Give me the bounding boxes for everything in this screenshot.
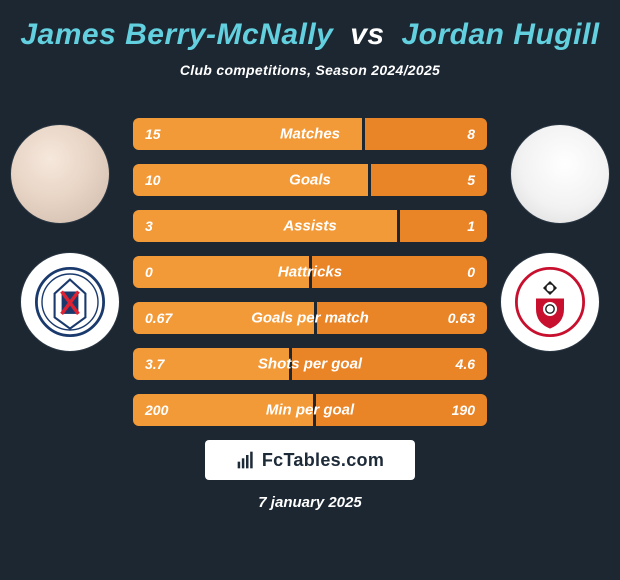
branding-text: FcTables.com xyxy=(262,450,384,471)
player1-name: James Berry-McNally xyxy=(20,18,333,51)
stat-label: Matches xyxy=(280,126,340,143)
comparison-card: James Berry-McNally vs Jordan Hugill Clu… xyxy=(0,0,620,580)
date-text: 7 january 2025 xyxy=(0,494,620,511)
chesterfield-badge-icon xyxy=(35,267,105,337)
branding-badge: FcTables.com xyxy=(205,440,415,480)
stat-value-left: 15 xyxy=(145,126,161,142)
stat-value-left: 3.7 xyxy=(145,356,164,372)
stat-row: 0.67 0.63 Goals per match xyxy=(133,302,487,334)
bar-left-fill xyxy=(133,164,369,196)
player1-avatar xyxy=(10,124,110,224)
stat-label: Hattricks xyxy=(278,264,342,281)
stat-value-right: 190 xyxy=(452,402,475,418)
title: James Berry-McNally vs Jordan Hugill xyxy=(0,18,620,52)
stat-value-left: 200 xyxy=(145,402,168,418)
stat-value-right: 8 xyxy=(467,126,475,142)
subtitle: Club competitions, Season 2024/2025 xyxy=(0,62,620,78)
player2-club-badge xyxy=(500,252,600,352)
stat-row: 10 5 Goals xyxy=(133,164,487,196)
stat-value-right: 0.63 xyxy=(448,310,475,326)
stat-value-right: 5 xyxy=(467,172,475,188)
stat-row: 15 8 Matches xyxy=(133,118,487,150)
stat-label: Min per goal xyxy=(266,402,354,419)
player1-club-badge xyxy=(20,252,120,352)
stat-label: Goals xyxy=(289,172,331,189)
stat-row: 0 0 Hattricks xyxy=(133,256,487,288)
stat-label: Assists xyxy=(283,218,336,235)
stat-value-left: 3 xyxy=(145,218,153,234)
stat-row: 3.7 4.6 Shots per goal xyxy=(133,348,487,380)
stat-value-left: 10 xyxy=(145,172,161,188)
stat-value-right: 4.6 xyxy=(456,356,475,372)
fctables-logo-icon xyxy=(236,450,256,470)
stat-label: Shots per goal xyxy=(258,356,362,373)
stat-row: 3 1 Assists xyxy=(133,210,487,242)
stat-value-left: 0 xyxy=(145,264,153,280)
bar-separator xyxy=(397,210,400,242)
stat-row: 200 190 Min per goal xyxy=(133,394,487,426)
rotherham-badge-icon xyxy=(515,267,585,337)
stat-value-right: 0 xyxy=(467,264,475,280)
bar-separator xyxy=(368,164,371,196)
player2-avatar xyxy=(510,124,610,224)
player2-name: Jordan Hugill xyxy=(401,18,599,51)
bar-separator xyxy=(362,118,365,150)
vs-text: vs xyxy=(350,18,384,51)
stat-label: Goals per match xyxy=(251,310,369,327)
stats-bars: 15 8 Matches 10 5 Goals 3 1 Assists 0 0 Hattricks 0.… xyxy=(133,118,487,426)
bar-left-fill xyxy=(133,210,399,242)
stat-value-right: 1 xyxy=(467,218,475,234)
stat-value-left: 0.67 xyxy=(145,310,172,326)
